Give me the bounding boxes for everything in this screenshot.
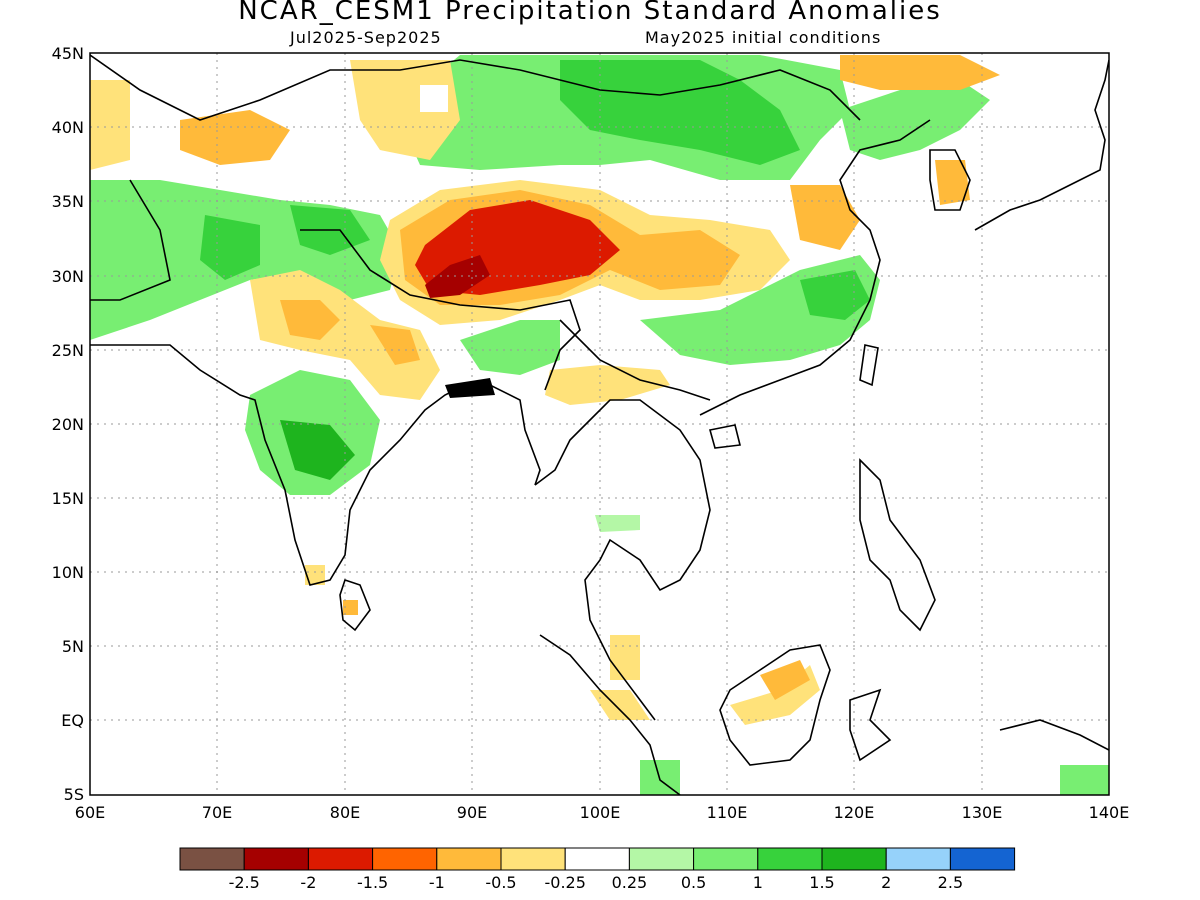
anomaly-orange-india-north2: [370, 325, 420, 365]
colorbar-swatch: [243, 847, 309, 871]
anomaly-yellow-sumatra: [590, 690, 650, 720]
anomaly-yellow-india-south: [305, 565, 325, 585]
anomaly-orange-india-north: [280, 300, 340, 340]
colorbar-swatch: [949, 847, 1016, 871]
coast-sumatra: [539, 634, 681, 795]
anomaly-white-spot: [420, 85, 448, 112]
colorbar-label: -2.5: [229, 873, 260, 892]
colorbar-label: 2: [881, 873, 891, 892]
colorbar-label: 1: [753, 873, 763, 892]
map-title: NCAR_CESM1 Precipitation Standard Anomal…: [238, 0, 942, 26]
lat-label: 5N: [62, 637, 84, 656]
colorbar-swatch: [693, 847, 759, 871]
lat-label: 45N: [52, 44, 84, 63]
lon-label: 90E: [457, 803, 487, 822]
lat-label: 15N: [52, 489, 84, 508]
coast-japan: [974, 59, 1109, 231]
forecast-period: Jul2025-Sep2025: [290, 28, 442, 47]
lat-label: 25N: [52, 341, 84, 360]
colorbar-swatch: [885, 847, 951, 871]
colorbar-label: -1: [429, 873, 445, 892]
lat-label: EQ: [61, 711, 84, 730]
lat-label: 35N: [52, 192, 84, 211]
anomaly-yellow-malaysia: [610, 635, 640, 680]
lat-label: 30N: [52, 267, 84, 286]
coast-newguinea: [999, 719, 1109, 751]
initial-conditions: May2025 initial conditions: [645, 28, 882, 47]
anomaly-green-pacific: [1060, 765, 1109, 795]
colorbar-label: -0.25: [544, 873, 585, 892]
coast-taiwan: [859, 344, 879, 387]
anomaly-orange-borneo: [760, 660, 810, 700]
colorbar-label: 2.5: [938, 873, 963, 892]
colorbar-label: 0.5: [681, 873, 706, 892]
anomaly-yellow-china-east: [790, 185, 860, 250]
anomaly-yellow-northwest: [90, 80, 130, 170]
lon-label: 140E: [1089, 803, 1130, 822]
longitude-axis: 60E 70E 80E 90E 100E 110E 120E 130E 140E: [75, 803, 1130, 822]
colorbar-label: -1.5: [357, 873, 388, 892]
anomaly-yellow-northeast: [840, 55, 1000, 90]
coast-indochina: [534, 399, 711, 721]
coast-borneo: [719, 644, 831, 766]
colorbar-swatch: [821, 847, 887, 871]
border-north: [90, 54, 861, 121]
anomaly-green-west-core: [200, 215, 260, 280]
anomaly-yellow-mainland-se: [545, 365, 670, 405]
coast-srilanka: [339, 578, 371, 632]
lon-label: 130E: [962, 803, 1003, 822]
colorbar-swatch: [436, 847, 502, 871]
colorbar-swatch: [564, 847, 630, 871]
latitude-axis: 45N 40N 35N 30N 25N 20N 15N 10N 5N EQ 5S: [52, 44, 84, 804]
anomaly-darkred-tibet: [425, 255, 490, 298]
lat-label: 20N: [52, 415, 84, 434]
anomaly-green-china-south-core: [800, 270, 870, 320]
lat-label: 40N: [52, 118, 84, 137]
lon-label: 100E: [580, 803, 621, 822]
colorbar-label: 0.25: [612, 873, 648, 892]
colorbar-swatch: [179, 847, 245, 871]
coastlines: [90, 54, 1109, 795]
lon-label: 120E: [834, 803, 875, 822]
anomaly-green-northeast: [840, 80, 990, 160]
colorbar-swatch: [628, 847, 695, 871]
colorbar-swatch: [372, 847, 438, 871]
colorbar-swatch: [307, 847, 374, 871]
colorbar-swatch: [500, 847, 566, 871]
coast-philippines: [859, 458, 936, 632]
grid-lines: [90, 53, 1109, 795]
anomaly-field: [90, 55, 1109, 795]
lon-label: 80E: [330, 803, 360, 822]
colorbar-label: -2: [300, 873, 316, 892]
colorbar-label: -0.5: [485, 873, 516, 892]
coast-sulawesi: [849, 688, 892, 762]
border-himalaya: [300, 229, 581, 391]
border-sea: [559, 319, 711, 401]
border-west: [90, 179, 171, 301]
colorbar-swatch: [757, 847, 823, 871]
anomaly-yellow-korea: [935, 160, 970, 205]
coast-hainan: [708, 424, 741, 449]
anomaly-green-bengal: [460, 320, 560, 375]
bangladesh-delta: [445, 378, 495, 398]
coast-korea: [929, 149, 971, 211]
lon-label: 60E: [75, 803, 105, 822]
colorbar: -2.5 -2 -1.5 -1 -0.5 -0.25 0.25 0.5 1 1.5 2 2.5: [179, 847, 1016, 892]
anomaly-green-indochina: [595, 515, 640, 532]
anomaly-green-india-core: [280, 420, 355, 480]
coast-india: [90, 344, 541, 586]
lat-label: 10N: [52, 563, 84, 582]
anomaly-orange-northwest: [180, 110, 290, 165]
anomaly-orange-srilanka: [343, 600, 358, 615]
anomaly-green-north-core: [560, 60, 800, 165]
colorbar-label: 1.5: [809, 873, 834, 892]
map-frame: [89, 52, 1110, 796]
coast-china-east: [699, 119, 931, 416]
lon-label: 70E: [202, 803, 232, 822]
lon-label: 110E: [707, 803, 748, 822]
lat-label: 5S: [64, 785, 84, 804]
